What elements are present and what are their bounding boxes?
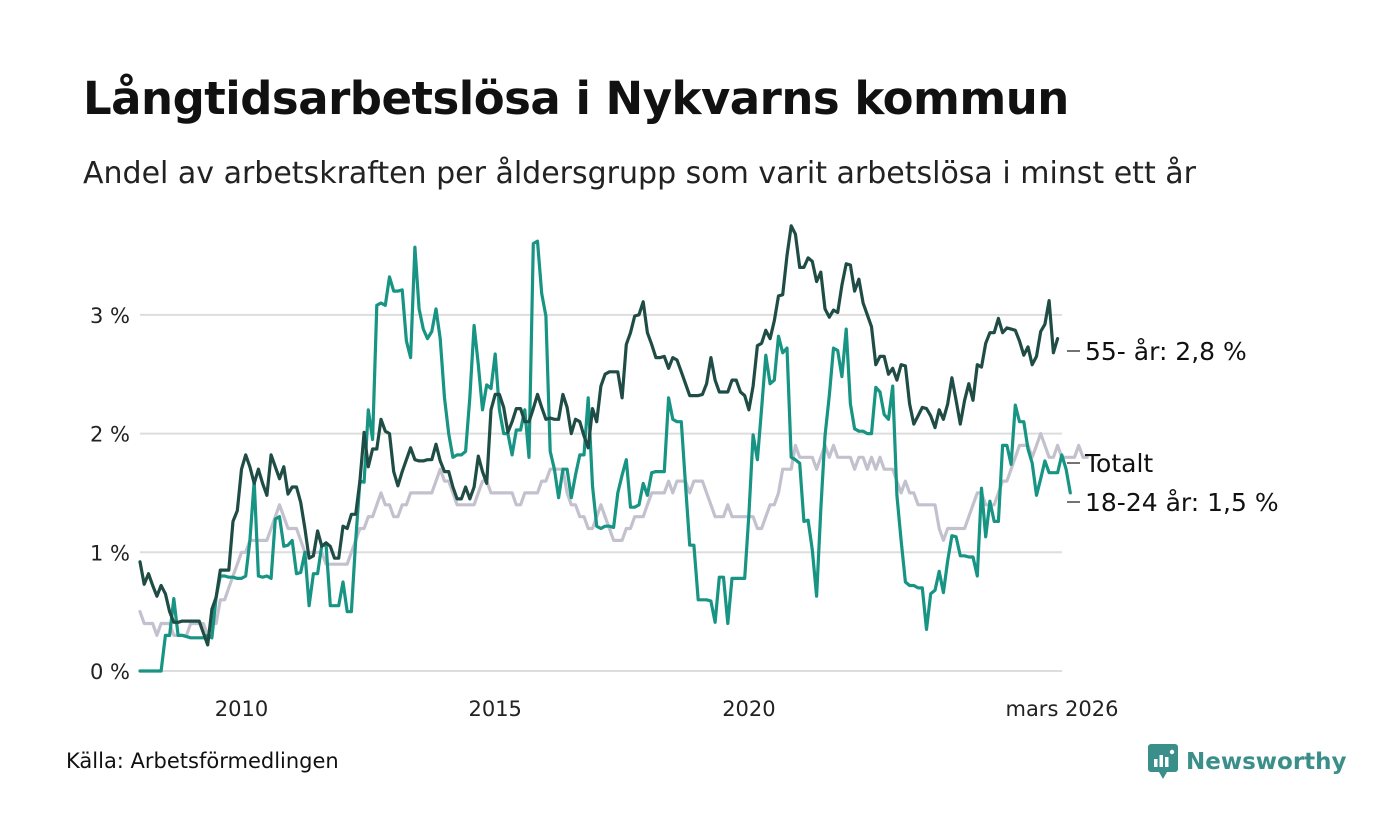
chart-title: Långtidsarbetslösa i Nykvarns kommun [83, 72, 1069, 125]
y-tick-label: 3 % [90, 304, 130, 328]
x-tick-label: 2020 [722, 697, 775, 721]
series-end-labels: 55- år: 2,8 % Totalt 18-24 år: 1,5 % [1067, 337, 1279, 517]
brand-logo[interactable]: Newsworthy [1148, 744, 1347, 780]
series-line-age18_24 [138, 239, 1072, 673]
x-tick-label: 2015 [468, 697, 521, 721]
series-end-label-age55: 55- år: 2,8 % [1085, 337, 1247, 366]
y-axis-ticks: 0 % 1 % 2 % 3 % [90, 304, 130, 684]
series-lines [138, 224, 1089, 673]
series-line-total [138, 432, 1089, 638]
source-note: Källa: Arbetsförmedlingen [66, 749, 339, 773]
x-tick-label: mars 2026 [1005, 697, 1118, 721]
y-tick-label: 2 % [90, 423, 130, 447]
series-line-age55 [138, 224, 1060, 647]
x-tick-label: 2010 [215, 697, 268, 721]
gridlines [140, 313, 1062, 672]
y-tick-label: 0 % [90, 660, 130, 684]
series-end-label-total: Totalt [1084, 449, 1153, 478]
newsworthy-logo-icon [1148, 744, 1178, 779]
brand-name: Newsworthy [1186, 749, 1347, 775]
chart-subtitle: Andel av arbetskraften per åldersgrupp s… [83, 156, 1196, 191]
series-end-label-age18_24: 18-24 år: 1,5 % [1085, 488, 1279, 517]
x-axis-ticks: 2010 2015 2020 mars 2026 [215, 697, 1119, 721]
y-tick-label: 1 % [90, 541, 130, 565]
